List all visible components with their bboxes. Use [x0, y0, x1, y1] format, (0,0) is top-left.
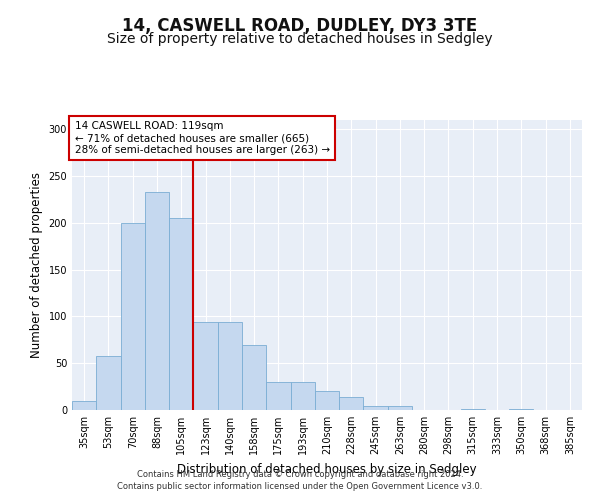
- Text: Size of property relative to detached houses in Sedgley: Size of property relative to detached ho…: [107, 32, 493, 46]
- Bar: [72, 400, 96, 410]
- Bar: [218, 322, 242, 410]
- Bar: [461, 409, 485, 410]
- Bar: [121, 223, 145, 410]
- Bar: [193, 322, 218, 410]
- Text: 14 CASWELL ROAD: 119sqm
← 71% of detached houses are smaller (665)
28% of semi-d: 14 CASWELL ROAD: 119sqm ← 71% of detache…: [74, 122, 329, 154]
- Text: Contains public sector information licensed under the Open Government Licence v3: Contains public sector information licen…: [118, 482, 482, 491]
- Bar: [315, 392, 339, 410]
- Bar: [339, 397, 364, 410]
- Bar: [242, 344, 266, 410]
- Text: 14, CASWELL ROAD, DUDLEY, DY3 3TE: 14, CASWELL ROAD, DUDLEY, DY3 3TE: [122, 18, 478, 36]
- Bar: [96, 356, 121, 410]
- Bar: [145, 192, 169, 410]
- Bar: [266, 382, 290, 410]
- Bar: [290, 382, 315, 410]
- Y-axis label: Number of detached properties: Number of detached properties: [30, 172, 43, 358]
- Bar: [388, 406, 412, 410]
- X-axis label: Distribution of detached houses by size in Sedgley: Distribution of detached houses by size …: [177, 462, 477, 475]
- Text: Contains HM Land Registry data © Crown copyright and database right 2024.: Contains HM Land Registry data © Crown c…: [137, 470, 463, 479]
- Bar: [509, 409, 533, 410]
- Bar: [169, 218, 193, 410]
- Bar: [364, 406, 388, 410]
